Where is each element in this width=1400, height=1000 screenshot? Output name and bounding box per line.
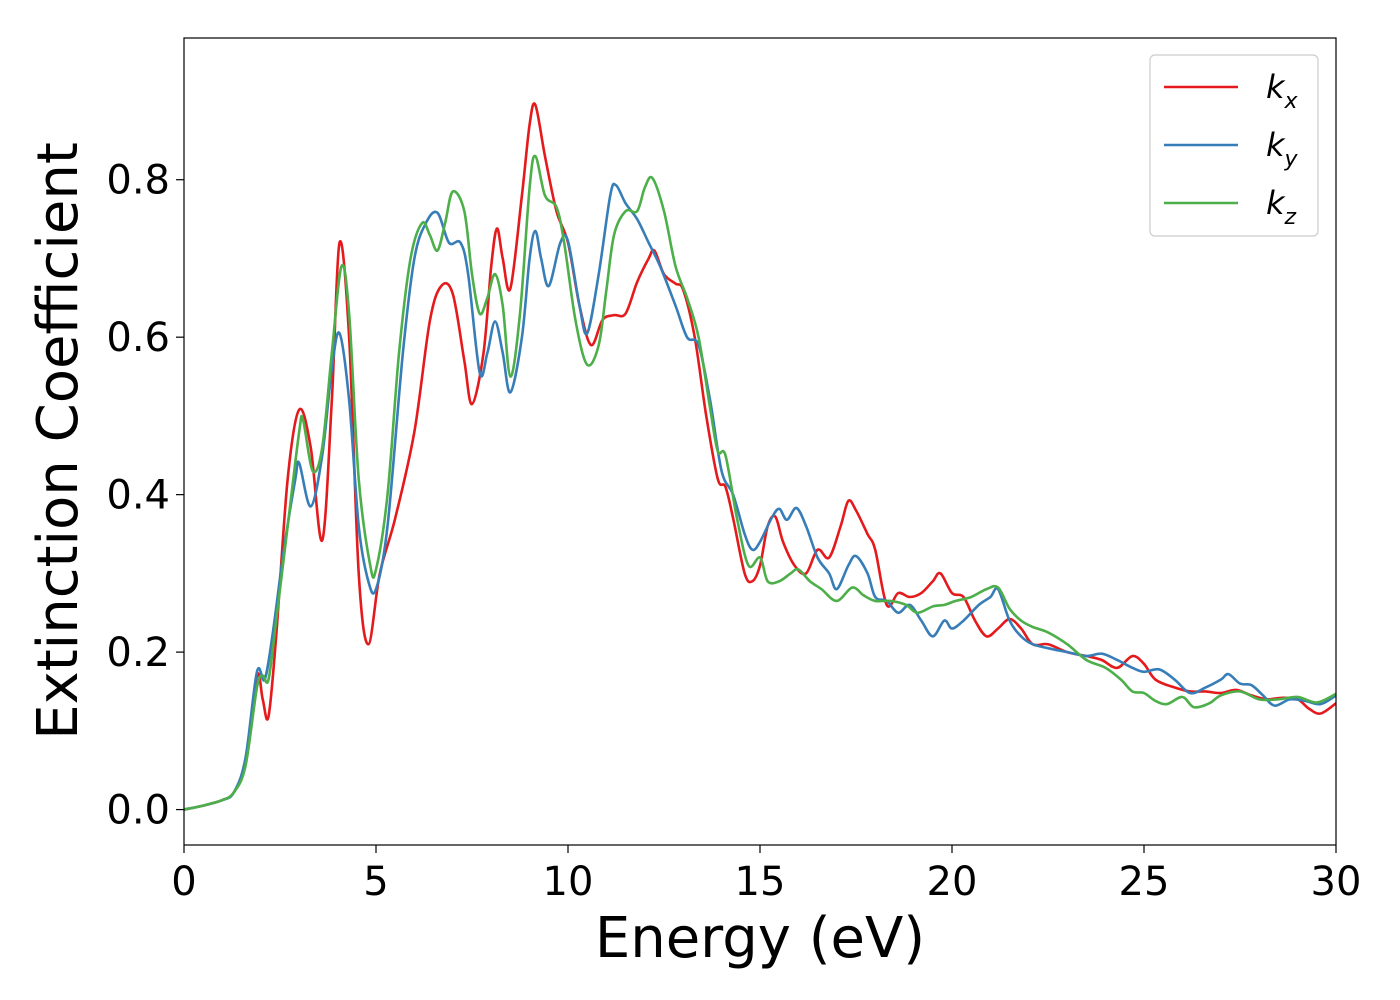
x-tick-label: 0 xyxy=(171,859,196,905)
y-tick-label: 0.8 xyxy=(106,158,170,204)
x-tick-label: 10 xyxy=(543,859,594,905)
series-line-k-z xyxy=(184,154,1336,811)
x-tick-label: 5 xyxy=(363,859,388,905)
legend-label-main: k xyxy=(1266,68,1286,106)
series-group xyxy=(184,102,1336,811)
y-tick-label: 0.2 xyxy=(106,630,170,676)
legend-label-subscript: x xyxy=(1284,89,1299,114)
y-tick-label: 0.6 xyxy=(106,315,170,361)
y-axis-label: Extinction Coefficient xyxy=(26,142,91,740)
y-tick-label: 0.0 xyxy=(106,788,170,834)
legend-label-subscript: y xyxy=(1284,147,1299,172)
y-tick-label: 0.4 xyxy=(106,473,170,519)
legend-label-main: k xyxy=(1266,126,1286,164)
x-tick-label: 25 xyxy=(1119,859,1170,905)
legend-label-k-y: ky xyxy=(1266,126,1299,172)
legend-label-k-x: kx xyxy=(1266,68,1299,114)
legend-label-main: k xyxy=(1266,184,1286,222)
x-tick-label: 30 xyxy=(1311,859,1362,905)
x-tick-label: 20 xyxy=(927,859,978,905)
x-axis-label: Energy (eV) xyxy=(595,906,925,971)
legend-label-k-z: kz xyxy=(1266,184,1297,230)
legend-label-subscript: z xyxy=(1284,205,1297,230)
x-tick-label: 15 xyxy=(735,859,786,905)
x-axis: 0 5 10 15 20 25 30 xyxy=(171,845,1361,905)
y-axis: 0.0 0.2 0.4 0.6 0.8 xyxy=(106,158,184,834)
